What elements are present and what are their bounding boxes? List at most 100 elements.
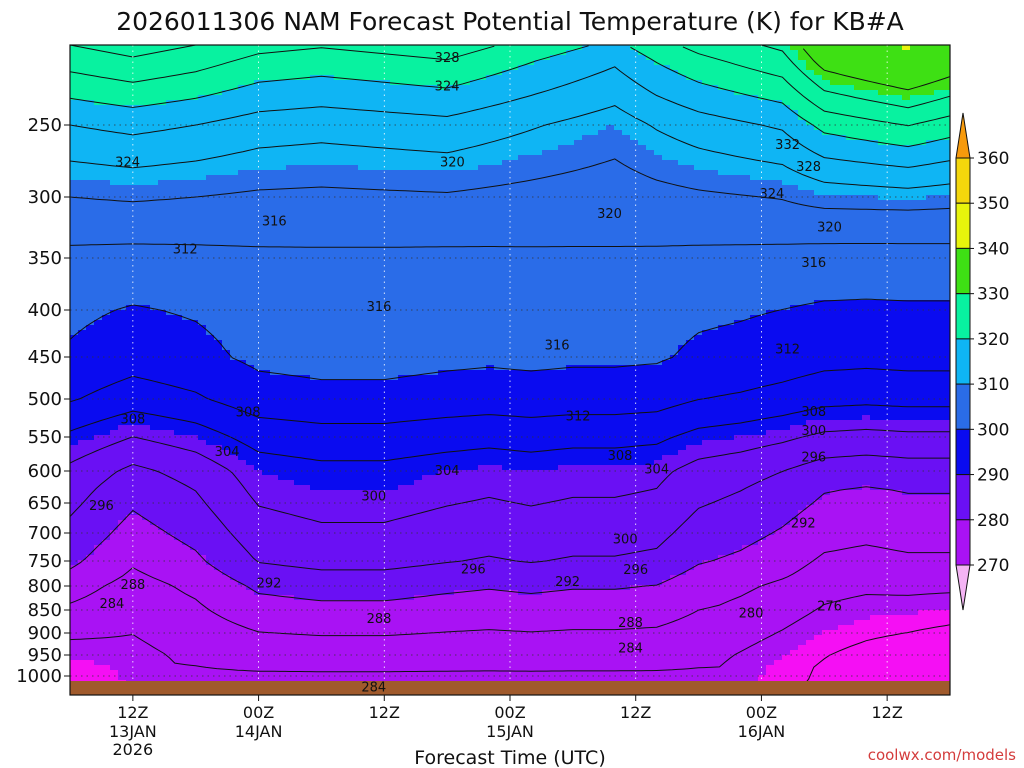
heatmap-cell (126, 200, 135, 206)
heatmap-cell (918, 50, 927, 56)
heatmap-cell (910, 160, 919, 166)
heatmap-cell (870, 265, 879, 271)
heatmap-cell (550, 230, 559, 236)
heatmap-cell (366, 160, 375, 166)
heatmap-cell (118, 195, 127, 201)
heatmap-cell (894, 175, 903, 181)
heatmap-cell (814, 155, 823, 161)
heatmap-cell (814, 75, 823, 81)
heatmap-cell (390, 255, 399, 261)
heatmap-cell (558, 115, 567, 121)
heatmap-cell (758, 135, 767, 141)
heatmap-cell (550, 205, 559, 211)
heatmap-cell (238, 250, 247, 256)
heatmap-cell (230, 220, 239, 226)
heatmap-cell (358, 90, 367, 96)
heatmap-cell (686, 225, 695, 231)
heatmap-cell (262, 260, 271, 266)
heatmap-cell (198, 260, 207, 266)
heatmap-cell (398, 205, 407, 211)
heatmap-cell (686, 150, 695, 156)
heatmap-cell (86, 80, 95, 86)
heatmap-cell (662, 220, 671, 226)
heatmap-cell (398, 70, 407, 76)
heatmap-cell (254, 135, 263, 141)
heatmap-cell (926, 235, 935, 241)
heatmap-cell (302, 130, 311, 136)
heatmap-cell (782, 240, 791, 246)
heatmap-cell (646, 45, 655, 51)
heatmap-cell (102, 245, 111, 251)
heatmap-cell (110, 170, 119, 176)
heatmap-cell (782, 115, 791, 121)
heatmap-cell (230, 240, 239, 246)
heatmap-cell (390, 205, 399, 211)
heatmap-cell (510, 185, 519, 191)
heatmap-cell (750, 140, 759, 146)
heatmap-cell (566, 125, 575, 131)
heatmap-cell (318, 95, 327, 101)
heatmap-cell (558, 195, 567, 201)
heatmap-cell (142, 225, 151, 231)
heatmap-cell (846, 205, 855, 211)
heatmap-cell (214, 45, 223, 51)
heatmap-cell (630, 190, 639, 196)
heatmap-cell (270, 260, 279, 266)
heatmap-cell (574, 175, 583, 181)
heatmap-cell (774, 175, 783, 181)
heatmap-cell (534, 170, 543, 176)
heatmap-cell (750, 55, 759, 61)
heatmap-cell (558, 175, 567, 181)
heatmap-cell (686, 180, 695, 186)
heatmap-cell (606, 130, 615, 136)
heatmap-cell (494, 145, 503, 151)
heatmap-cell (318, 55, 327, 61)
heatmap-cell (430, 150, 439, 156)
heatmap-cell (118, 160, 127, 166)
heatmap-cell (846, 230, 855, 236)
heatmap-cell (566, 115, 575, 121)
heatmap-cell (142, 90, 151, 96)
heatmap-cell (814, 105, 823, 111)
heatmap-cell (694, 260, 703, 266)
heatmap-cell (790, 60, 799, 66)
heatmap-cell (294, 240, 303, 246)
heatmap-cell (102, 45, 111, 51)
heatmap-cell (510, 255, 519, 261)
heatmap-cell (358, 215, 367, 221)
heatmap-cell (822, 50, 831, 56)
heatmap-cell (870, 220, 879, 226)
heatmap-cell (790, 155, 799, 161)
heatmap-cell (390, 195, 399, 201)
heatmap-cell (654, 175, 663, 181)
heatmap-cell (718, 225, 727, 231)
heatmap-cell (126, 115, 135, 121)
heatmap-cell (334, 120, 343, 126)
heatmap-cell (254, 265, 263, 271)
heatmap-cell (238, 160, 247, 166)
heatmap-cell (718, 95, 727, 101)
heatmap-cell (630, 160, 639, 166)
heatmap-cell (206, 235, 215, 241)
heatmap-cell (126, 225, 135, 231)
heatmap-cell (942, 250, 950, 256)
heatmap-cell (262, 95, 271, 101)
heatmap-cell (550, 90, 559, 96)
heatmap-cell (790, 180, 799, 186)
heatmap-cell (710, 245, 719, 251)
heatmap-cell (878, 170, 887, 176)
heatmap-cell (70, 105, 79, 111)
heatmap-cell (678, 110, 687, 116)
heatmap-cell (110, 105, 119, 111)
heatmap-cell (262, 270, 271, 276)
heatmap-cell (710, 220, 719, 226)
heatmap-cell (822, 105, 831, 111)
heatmap-cell (158, 130, 167, 136)
heatmap-cell (278, 255, 287, 261)
heatmap-cell (166, 260, 175, 266)
heatmap-cell (862, 215, 871, 221)
heatmap-cell (742, 230, 751, 236)
heatmap-cell (334, 255, 343, 261)
heatmap-cell (742, 190, 751, 196)
heatmap-cell (590, 155, 599, 161)
